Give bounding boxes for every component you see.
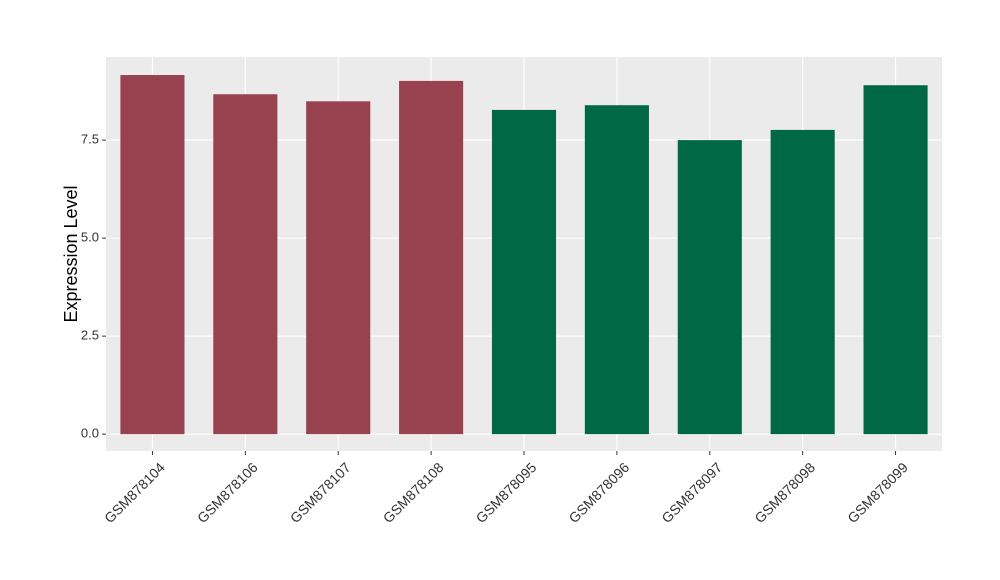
y-tick-label: 0.0 [81, 426, 99, 441]
bar [677, 140, 742, 435]
bar [213, 94, 278, 435]
bar [584, 105, 649, 435]
x-tick-label: GSM878108 [380, 459, 447, 526]
x-tick-label: GSM878099 [844, 459, 911, 526]
bar [770, 129, 835, 435]
y-axis-label: Expression Level [61, 185, 81, 322]
bar [863, 85, 928, 435]
y-tick-label: 2.5 [81, 328, 99, 343]
bar [399, 80, 464, 435]
bar [491, 109, 557, 435]
x-tick-label: GSM878106 [194, 459, 261, 526]
x-tick-label: GSM878095 [473, 459, 540, 526]
x-tick-label: GSM878107 [287, 459, 354, 526]
x-tick-label: GSM878098 [751, 459, 818, 526]
bar [306, 101, 371, 435]
x-tick-label: GSM878097 [658, 459, 725, 526]
bar [120, 75, 185, 435]
x-tick-label: GSM878104 [101, 459, 168, 526]
x-tick-label: GSM878096 [565, 459, 632, 526]
y-tick-label: 7.5 [81, 132, 99, 147]
y-tick-label: 5.0 [81, 230, 99, 245]
